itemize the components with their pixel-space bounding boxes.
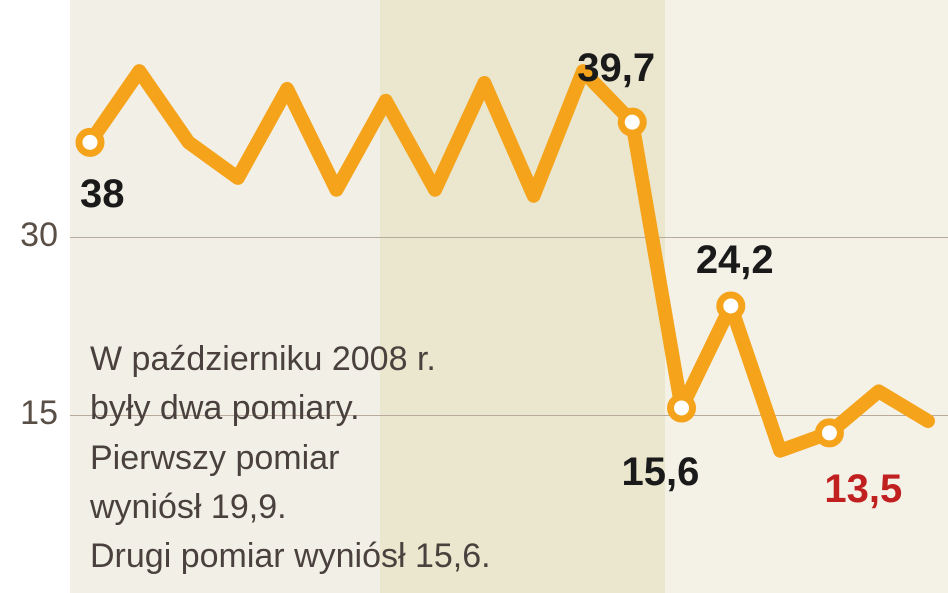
data-marker <box>671 397 693 419</box>
value-label: 24,2 <box>696 238 774 283</box>
data-marker <box>621 111 643 133</box>
data-marker <box>818 422 840 444</box>
data-marker <box>79 131 101 153</box>
value-label: 15,6 <box>622 450 700 495</box>
value-label: 39,7 <box>577 46 655 91</box>
value-label: 38 <box>80 172 125 217</box>
line-chart: 15303839,715,624,213,5W październiku 200… <box>0 0 948 593</box>
value-label: 13,5 <box>824 467 902 512</box>
data-marker <box>720 295 742 317</box>
annotation-text: W październiku 2008 r.były dwa pomiary.P… <box>90 335 491 581</box>
